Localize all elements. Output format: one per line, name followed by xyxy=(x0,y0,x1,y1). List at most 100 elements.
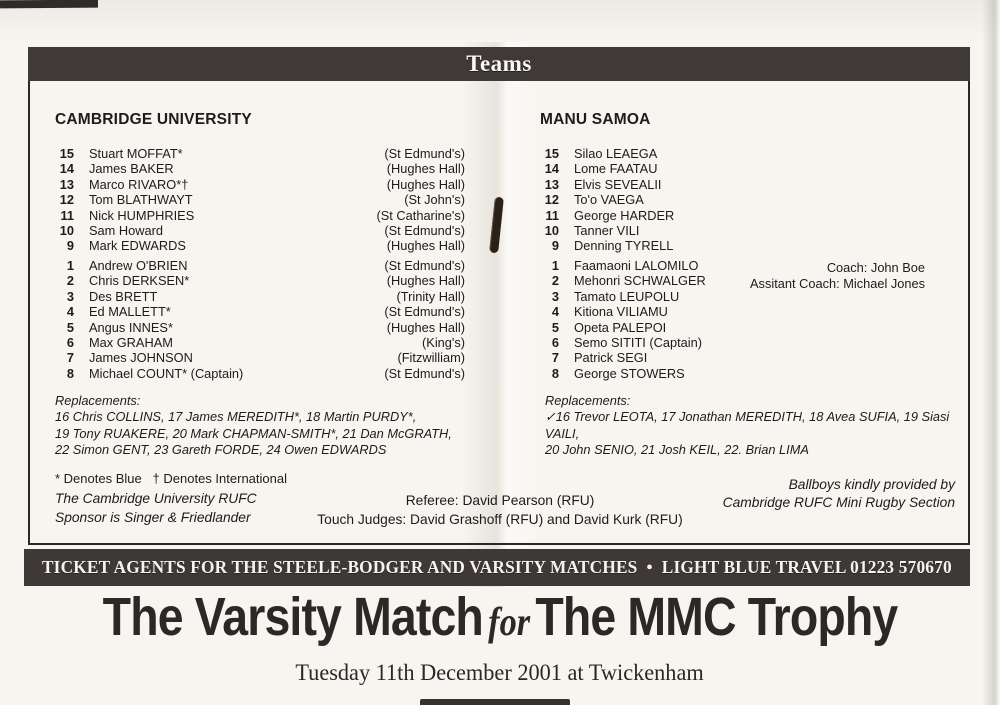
player-number: 10 xyxy=(59,222,74,238)
samoa-coaches: Coach: John Boe Assitant Coach: Michael … xyxy=(620,260,925,291)
player-number: 15 xyxy=(544,146,559,161)
player-name: Nick HUMPHRIES xyxy=(89,207,195,223)
sponsor-line: The Cambridge University RUFC xyxy=(55,491,257,506)
player-row: 5 Opeta PALEPOI xyxy=(535,320,855,335)
player-college: (St Edmund's) xyxy=(384,304,465,320)
player-college: (Hughes Hall) xyxy=(386,319,465,335)
teams-box-border xyxy=(28,81,970,545)
player-number: 13 xyxy=(544,176,559,192)
player-number: 1 xyxy=(551,258,559,273)
cambridge-forwards-list: 1 Andrew O'BRIEN (St Edmund's) 2 Chris D… xyxy=(50,258,465,381)
player-row: 1 Andrew O'BRIEN (St Edmund's) xyxy=(50,258,465,273)
player-name: Faamaoni LALOMILO xyxy=(574,258,699,273)
player-name: Angus INNES* xyxy=(89,319,173,335)
player-row: 1 Faamaoni LALOMILO xyxy=(535,258,855,273)
player-name: Andrew O'BRIEN xyxy=(89,258,188,273)
assistant-coach-line: Assitant Coach: Michael Jones xyxy=(750,275,925,291)
player-row: 6 Max GRAHAM (King's) xyxy=(50,335,465,350)
player-name: Sam Howard xyxy=(89,222,163,238)
ticket-agents-text: TICKET AGENTS FOR THE STEELE-BODGER AND … xyxy=(42,557,952,577)
player-college: (St Edmund's) xyxy=(384,222,465,238)
samoa-replacement-lines: ✓16 Trevor LEOTA, 17 Jonathan MEREDITH, … xyxy=(545,409,975,458)
team-name-cambridge: CAMBRIDGE UNIVERSITY xyxy=(55,111,252,128)
player-name: Patrick SEGI xyxy=(574,350,648,366)
player-number: 3 xyxy=(551,288,559,304)
player-name: Tom BLATHWAYT xyxy=(89,192,193,208)
player-name: Lome FAATAU xyxy=(574,161,658,177)
cambridge-replacement-lines: 16 Chris COLLINS, 17 James MEREDITH*, 18… xyxy=(55,409,475,458)
scan-edge-right xyxy=(982,0,1000,705)
player-row: 3 Des BRETT (Trinity Hall) xyxy=(50,289,465,304)
replacement-line: 19 Tony RUAKERE, 20 Mark CHAPMAN-SMITH*,… xyxy=(55,425,452,441)
ballboys-note: Ballboys kindly provided by Cambridge RUF… xyxy=(650,476,955,511)
player-row: 9 Denning TYRELL xyxy=(535,238,855,253)
player-college: (St John's) xyxy=(404,192,465,208)
denotes-key: * Denotes Blue † Denotes International xyxy=(55,471,287,486)
match-title-part1: The Varsity Match xyxy=(102,587,484,647)
player-number: 14 xyxy=(59,161,74,177)
player-number: 15 xyxy=(59,146,74,161)
player-row: 4 Ed MALLETT* (St Edmund's) xyxy=(50,304,465,319)
scan-mark-bottom xyxy=(420,699,570,705)
player-number: 7 xyxy=(66,350,74,366)
player-name: George HARDER xyxy=(574,207,675,223)
player-number: 12 xyxy=(544,192,559,208)
player-row: 7 Patrick SEGI xyxy=(535,350,855,365)
player-row: 14 James BAKER (Hughes Hall) xyxy=(50,161,465,176)
player-name: Marco RIVARO*† xyxy=(89,176,189,192)
player-name: Chris DERKSEN* xyxy=(89,273,190,289)
player-row: 11 Nick HUMPHRIES (St Catharine's) xyxy=(50,208,465,223)
referee-line: Referee: David Pearson (RFU) xyxy=(405,493,595,508)
ballboys-line: Cambridge RUFC Mini Rugby Section xyxy=(722,494,955,510)
player-row: 8 George STOWERS xyxy=(535,366,855,381)
player-college: (Fitzwilliam) xyxy=(397,350,465,366)
player-name: Mark EDWARDS xyxy=(89,238,186,254)
player-row: 7 James JOHNSON (Fitzwilliam) xyxy=(50,350,465,365)
player-name: George STOWERS xyxy=(574,365,685,381)
match-title-part2: The MMC Trophy xyxy=(535,587,898,647)
cambridge-backs-list: 15 Stuart MOFFAT* (St Edmund's) 14 James… xyxy=(50,146,465,254)
player-college: (St Edmund's) xyxy=(384,365,465,381)
player-name: Opeta PALEPOI xyxy=(574,319,667,335)
sponsor-line: Sponsor is Singer & Friedlander xyxy=(55,510,251,525)
cambridge-replacements: Replacements: 16 Chris COLLINS, 17 James… xyxy=(55,393,475,459)
match-date-venue: Tuesday 11th December 2001 at Twickenham xyxy=(295,660,705,685)
player-number: 2 xyxy=(66,273,74,289)
player-row: 2 Chris DERKSEN* (Hughes Hall) xyxy=(50,273,465,288)
player-row: 3 Tamato LEUPOLU xyxy=(535,289,855,304)
player-row: 4 Kitiona VILIAMU xyxy=(535,304,855,319)
player-number: 5 xyxy=(551,319,559,335)
player-college: (Hughes Hall) xyxy=(386,161,465,177)
ticket-agents-banner: TICKET AGENTS FOR THE STEELE-BODGER AND … xyxy=(24,549,970,586)
page-fold xyxy=(462,42,538,587)
replacement-line: ✓16 Trevor LEOTA, 17 Jonathan MEREDITH, … xyxy=(545,409,950,441)
replacement-line: 22 Simon GENT, 23 Gareth FORDE, 24 Owen … xyxy=(55,442,387,458)
player-number: 12 xyxy=(59,192,74,208)
player-row: 6 Semo SITITI (Captain) xyxy=(535,335,855,350)
player-name: Des BRETT xyxy=(89,288,158,304)
match-officials: Referee: David Pearson (RFU) Touch Judge… xyxy=(280,492,720,529)
replacement-line: 16 Chris COLLINS, 17 James MEREDITH*, 18… xyxy=(55,409,417,425)
player-name: Silao LEAEGA xyxy=(574,146,658,161)
player-name: Mehonri SCHWALGER xyxy=(574,273,706,289)
player-row: 15 Silao LEAEGA xyxy=(535,146,855,161)
player-college: (King's) xyxy=(422,334,465,350)
player-college: (Hughes Hall) xyxy=(386,176,465,192)
player-name: Denning TYRELL xyxy=(574,238,674,254)
player-college: (Hughes Hall) xyxy=(386,238,465,254)
player-number: 2 xyxy=(551,273,559,289)
player-number: 4 xyxy=(551,304,559,320)
player-name: Ed MALLETT* xyxy=(89,304,171,320)
player-row: 14 Lome FAATAU xyxy=(535,161,855,176)
player-name: Semo SITITI (Captain) xyxy=(574,334,703,350)
player-number: 8 xyxy=(66,365,74,381)
player-number: 1 xyxy=(66,258,74,273)
player-number: 8 xyxy=(551,365,559,381)
player-number: 7 xyxy=(551,350,559,366)
player-number: 6 xyxy=(66,334,74,350)
player-number: 5 xyxy=(66,319,74,335)
player-number: 4 xyxy=(66,304,74,320)
player-name: James BAKER xyxy=(89,161,174,177)
player-row: 5 Angus INNES* (Hughes Hall) xyxy=(50,320,465,335)
